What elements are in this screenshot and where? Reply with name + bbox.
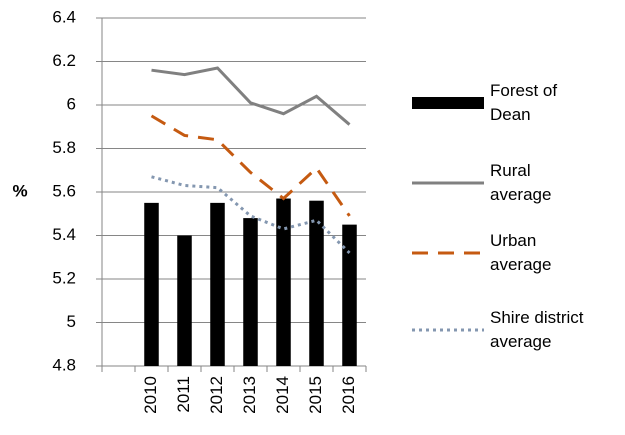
y-tick-label: 5.4 bbox=[52, 225, 76, 244]
legend-label: Urban average bbox=[490, 231, 551, 274]
y-tick-label: 5 bbox=[67, 312, 76, 331]
bar bbox=[144, 202, 159, 366]
y-tick-label: 4.8 bbox=[52, 355, 76, 374]
x-tick-label: 2013 bbox=[240, 376, 259, 414]
x-tick-label: 2011 bbox=[174, 376, 193, 413]
legend-label: Rural average bbox=[490, 161, 551, 204]
line bbox=[150, 114, 351, 217]
bar bbox=[243, 218, 258, 366]
x-tick-label: 2016 bbox=[339, 376, 358, 414]
y-tick-label: 5.6 bbox=[52, 181, 76, 200]
x-tick-label: 2010 bbox=[141, 376, 160, 414]
bar bbox=[342, 224, 357, 366]
x-tick-label: 2014 bbox=[273, 376, 292, 414]
y-tick-label: 5.2 bbox=[52, 268, 76, 287]
bar bbox=[276, 198, 291, 366]
y-tick-label: 5.8 bbox=[52, 138, 76, 157]
legend-swatch bbox=[412, 97, 484, 109]
legend-label: Forest of Dean bbox=[490, 81, 557, 124]
y-tick-label: 6 bbox=[67, 94, 76, 113]
x-tick-label: 2012 bbox=[207, 376, 226, 414]
legend-label: Shire district average bbox=[490, 308, 584, 351]
bar bbox=[177, 235, 192, 366]
x-tick-label: 2015 bbox=[306, 376, 325, 414]
y-tick-label: 6.4 bbox=[52, 7, 76, 26]
y-axis-label: % bbox=[12, 181, 27, 200]
line bbox=[151, 66, 351, 126]
bar bbox=[210, 202, 225, 366]
bar bbox=[309, 200, 324, 366]
y-tick-label: 6.2 bbox=[52, 51, 76, 70]
